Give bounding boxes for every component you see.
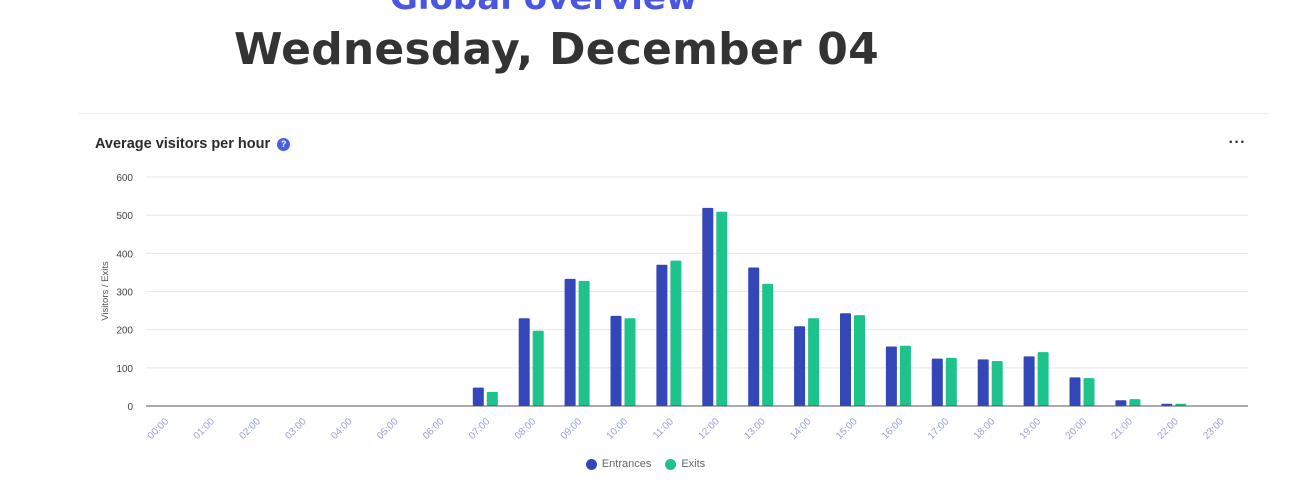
bar-exits-08:00 [532,330,544,406]
x-tick-label: 16:00 [880,416,906,442]
y-tick-label: 300 [116,288,133,299]
bar-exits-22:00 [1175,403,1187,406]
x-tick-label: 01:00 [192,416,218,442]
bar-exits-17:00 [945,357,957,406]
x-tick-label: 18:00 [972,416,998,442]
bar-entrances-12:00 [702,207,714,406]
bar-entrances-07:00 [472,387,484,406]
bar-entrances-21:00 [1115,400,1127,406]
card-header: Average visitors per hour ? [95,136,291,152]
bar-exits-16:00 [899,345,911,406]
x-tick-label: 02:00 [237,416,263,442]
legend-item-exits[interactable]: Exits [665,458,705,470]
x-tick-label: 15:00 [834,416,860,442]
x-tick-label: 17:00 [926,416,952,442]
x-tick-label: 09:00 [559,416,585,442]
legend-item-entrances[interactable]: Entrances [585,458,652,470]
bar-entrances-22:00 [1161,403,1173,406]
y-tick-label: 600 [116,173,133,184]
y-tick-label: 200 [116,326,133,337]
bar-entrances-20:00 [1069,377,1081,406]
y-tick-label: 100 [116,364,133,375]
bar-exits-11:00 [670,260,682,406]
y-tick-label: 0 [127,402,133,413]
bar-entrances-10:00 [610,315,622,406]
chart-legend: Entrances Exits [0,458,1291,470]
bar-entrances-18:00 [977,359,989,406]
x-tick-label: 04:00 [329,416,355,442]
x-tick-label: 19:00 [1018,416,1044,442]
y-tick-label: 400 [116,249,133,260]
bar-exits-14:00 [808,318,820,406]
x-tick-label: 07:00 [467,416,493,442]
x-tick-label: 22:00 [1155,416,1181,442]
x-tick-label: 08:00 [513,416,539,442]
bar-exits-09:00 [578,280,590,406]
bar-exits-13:00 [762,283,774,406]
bar-exits-19:00 [1037,352,1049,406]
bar-exits-10:00 [624,318,636,406]
bar-entrances-14:00 [794,326,806,406]
legend-dot-exits [665,458,677,470]
bar-exits-12:00 [716,211,728,406]
bar-exits-20:00 [1083,378,1095,406]
y-axis-label: Visitors / Exits [100,261,111,321]
x-tick-label: 03:00 [283,416,309,442]
bar-entrances-16:00 [885,346,897,406]
bar-entrances-19:00 [1023,356,1035,406]
more-options-icon[interactable]: ··· [1228,134,1246,151]
x-tick-label: 05:00 [375,416,401,442]
bar-exits-21:00 [1129,399,1141,406]
x-tick-label: 12:00 [696,416,722,442]
bar-exits-07:00 [486,391,498,406]
bar-exits-15:00 [854,315,865,406]
bar-entrances-11:00 [656,264,668,406]
x-tick-label: 13:00 [742,416,768,442]
x-tick-label: 14:00 [788,416,814,442]
y-tick-label: 500 [116,211,133,222]
x-tick-label: 11:00 [651,416,676,441]
x-tick-label: 21:00 [1110,416,1136,442]
bar-entrances-17:00 [931,358,943,406]
help-icon[interactable]: ? [277,137,291,151]
x-tick-label: 23:00 [1201,416,1227,442]
legend-label-entrances: Entrances [601,458,652,470]
x-tick-label: 10:00 [605,416,631,442]
section-title: Global overview [390,0,697,18]
bar-exits-18:00 [991,360,1003,406]
legend-dot-entrances [585,458,597,470]
date-heading: Wednesday, December 04 [234,24,879,75]
chart-title: Average visitors per hour [95,136,271,152]
bar-entrances-08:00 [518,318,530,406]
x-tick-label: 20:00 [1064,416,1090,442]
x-tick-label: 00:00 [146,416,172,442]
bar-entrances-15:00 [840,313,851,406]
legend-label-exits: Exits [681,458,706,470]
bar-entrances-13:00 [748,267,760,406]
x-tick-label: 06:00 [421,416,447,442]
bar-entrances-09:00 [564,278,576,406]
